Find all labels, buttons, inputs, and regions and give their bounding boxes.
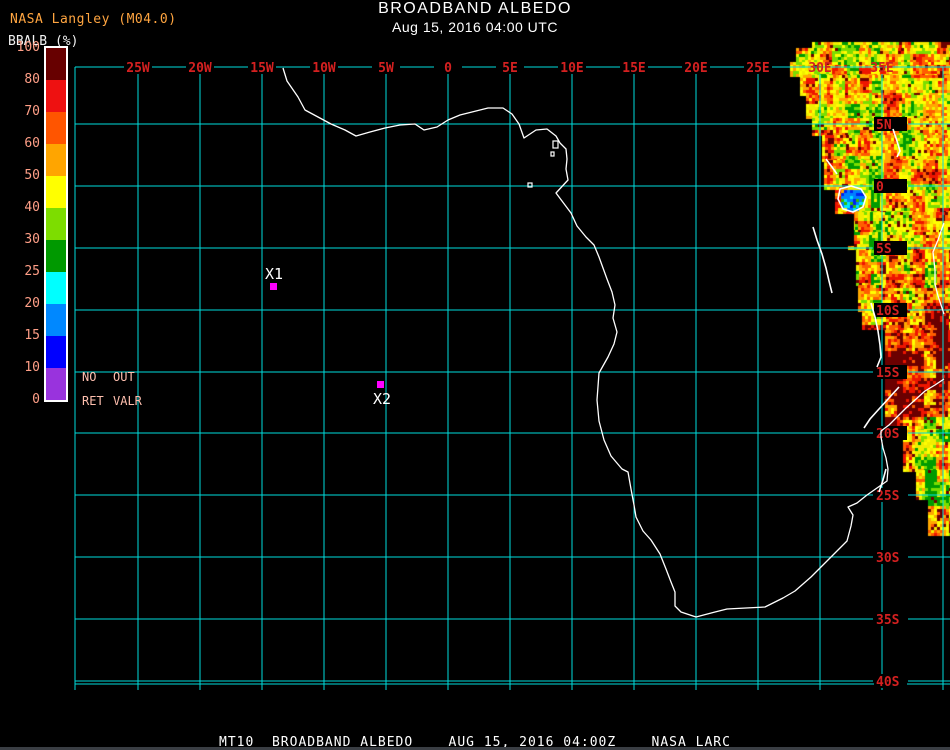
island-outline [527, 182, 533, 188]
lon-label: 10E [560, 61, 583, 76]
lon-label: 15E [622, 61, 645, 76]
colorbar-tick-label: 100 [16, 40, 40, 55]
label-backing [558, 60, 586, 74]
lake-outline [825, 158, 838, 175]
lat-label: 25S [876, 489, 900, 504]
colorbar-tick-label: 0 [32, 392, 40, 407]
lake-outline [892, 128, 901, 158]
lon-label: 5W [378, 61, 394, 76]
label-backing [310, 60, 338, 74]
lon-label: 20E [684, 61, 707, 76]
coastline-east-path [932, 222, 945, 315]
site-marker-x2 [377, 381, 384, 388]
island-outline [552, 140, 559, 149]
label-backing [874, 241, 907, 255]
colorbar-tick-label: 20 [24, 296, 40, 311]
status-bar-text: MT10 BROADBAND ALBEDO AUG 15, 2016 04:00… [219, 735, 731, 750]
site-marker-x1 [270, 283, 277, 290]
colorbar-band [46, 240, 66, 272]
lat-label: 35S [876, 613, 900, 628]
colorbar-tick-label: 25 [24, 264, 40, 279]
colorbar-band [46, 368, 66, 400]
label-backing [874, 365, 907, 379]
colorbar-band [46, 272, 66, 304]
lon-label: 0 [444, 61, 452, 76]
label-backing [874, 179, 907, 193]
island-outline [550, 151, 555, 157]
lat-label: 40S [876, 675, 900, 690]
colorbar-tick-label: 80 [24, 72, 40, 87]
lake-outline [878, 468, 887, 493]
label-backing [874, 488, 907, 502]
colorbar-band [46, 48, 66, 80]
lake-outline [870, 302, 882, 368]
site-marker-label-x1: X1 [265, 265, 283, 283]
title-block: BROADBAND ALBEDO Aug 15, 2016 04:00 UTC [0, 0, 950, 35]
bottom-strip [0, 747, 950, 750]
lake-outline [812, 226, 833, 294]
lat-label: 15S [876, 366, 900, 381]
label-backing [874, 117, 907, 131]
colorbar-band [46, 176, 66, 208]
flag-ret: RET [82, 394, 104, 408]
label-backing [186, 60, 214, 74]
label-backing [874, 674, 907, 688]
label-backing [874, 550, 907, 564]
page-subtitle: Aug 15, 2016 04:00 UTC [392, 19, 558, 35]
lon-label: 35E [870, 61, 893, 76]
lon-label: 30E [808, 61, 831, 76]
lon-label: 5E [502, 61, 518, 76]
lat-label: 20S [876, 427, 900, 442]
lake-outline [837, 185, 867, 213]
colorbar-band [46, 336, 66, 368]
colorbar-band [46, 80, 66, 112]
colorbar-title: BBALB (%) [8, 34, 79, 49]
lon-label: 25W [126, 61, 150, 76]
coastline-path [282, 67, 945, 618]
label-backing [248, 60, 276, 74]
label-backing [682, 60, 710, 74]
label-backing [372, 60, 400, 74]
page-title: BROADBAND ALBEDO [378, 0, 572, 17]
lon-label: 15W [250, 61, 274, 76]
lat-label: 5N [876, 118, 892, 133]
lon-label: 25E [746, 61, 769, 76]
lake-outline [863, 386, 900, 429]
flag-valr: VALR [113, 394, 142, 408]
label-backing [874, 612, 907, 626]
lat-label: 0 [876, 180, 884, 195]
source-label: NASA Langley (M04.0) [10, 12, 177, 27]
colorbar [44, 46, 68, 402]
colorbar-band [46, 112, 66, 144]
label-backing [620, 60, 648, 74]
lat-label: 10S [876, 304, 900, 319]
colorbar-tick-label: 30 [24, 232, 40, 247]
label-backing [874, 303, 907, 317]
colorbar-tick-label: 70 [24, 104, 40, 119]
label-backing [496, 60, 524, 74]
site-marker-label-x2: X2 [373, 390, 391, 408]
colorbar-tick-label: 10 [24, 360, 40, 375]
colorbar-band [46, 144, 66, 176]
flag-out: OUT [113, 370, 135, 384]
label-backing [124, 60, 152, 74]
lon-label: 20W [188, 61, 212, 76]
colorbar-tick-label: 50 [24, 168, 40, 183]
colorbar-tick-label: 60 [24, 136, 40, 151]
lat-label: 30S [876, 551, 900, 566]
colorbar-band [46, 208, 66, 240]
lon-label: 10W [312, 61, 336, 76]
colorbar-tick-label: 40 [24, 200, 40, 215]
label-backing [434, 60, 462, 74]
colorbar-tick-label: 15 [24, 328, 40, 343]
lat-label: 5S [876, 242, 892, 257]
flag-no: NO [82, 370, 97, 384]
colorbar-band [46, 304, 66, 336]
label-backing [744, 60, 772, 74]
